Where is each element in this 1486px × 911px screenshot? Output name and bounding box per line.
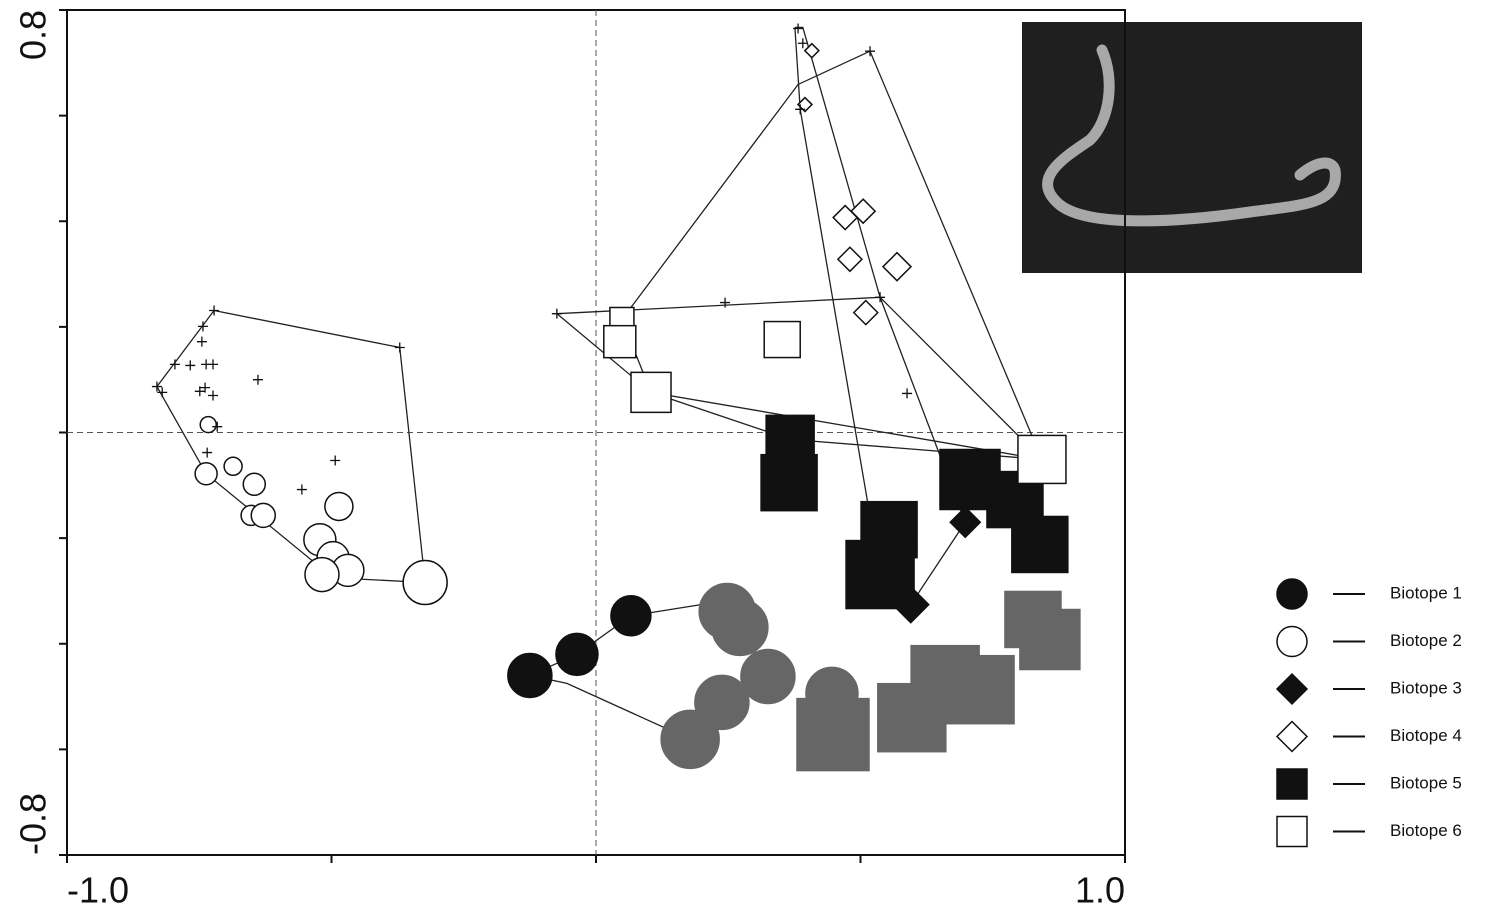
point [1017, 434, 1067, 485]
legend-label: Biotope 2 [1390, 631, 1462, 650]
legend-label: Biotope 1 [1390, 583, 1462, 602]
y-tick-label: 0.8 [13, 10, 54, 60]
point [720, 297, 731, 308]
legend-label: Biotope 3 [1390, 678, 1462, 697]
point [610, 595, 652, 637]
point [803, 42, 820, 59]
point [185, 360, 196, 371]
legend-item: Biotope 6 [1276, 815, 1462, 848]
point [551, 308, 562, 319]
point [836, 246, 863, 273]
group-outline [156, 309, 426, 584]
point [169, 359, 180, 370]
legend-item: Biotope 5 [1276, 768, 1462, 800]
point [202, 447, 213, 458]
point [865, 46, 876, 57]
point [208, 359, 219, 370]
point [763, 320, 801, 359]
group-outline [621, 50, 1044, 461]
legend-label: Biotope 4 [1390, 726, 1462, 745]
point [242, 472, 267, 497]
legend-item: Biotope 2 [1276, 625, 1462, 658]
point [304, 556, 340, 593]
point [945, 654, 1015, 725]
point [197, 321, 208, 332]
legend-swatch [1275, 672, 1309, 706]
point [793, 23, 804, 34]
point [507, 652, 553, 699]
point [877, 682, 947, 753]
point [949, 506, 982, 539]
point [796, 96, 814, 113]
group-outline [794, 26, 966, 606]
legend-swatch [1276, 768, 1308, 800]
point [795, 104, 806, 115]
x-tick-label: 1.0 [1075, 870, 1125, 911]
point [797, 38, 808, 49]
point [157, 387, 168, 398]
legend-swatch [1276, 578, 1308, 610]
point [208, 390, 219, 401]
point [330, 455, 341, 466]
legend-item: Biotope 4 [1275, 720, 1462, 753]
point [252, 374, 263, 385]
point [555, 632, 599, 677]
point [603, 324, 637, 359]
point [1019, 608, 1081, 671]
point [324, 491, 354, 522]
point [875, 292, 886, 303]
point [760, 453, 818, 512]
point [296, 484, 307, 495]
x-tick-label: -1.0 [67, 870, 129, 911]
point [852, 299, 879, 326]
point [845, 539, 915, 610]
point [850, 198, 877, 225]
point [902, 388, 913, 399]
point [1011, 515, 1069, 574]
photo-inset [1022, 22, 1362, 273]
point [711, 598, 769, 657]
point [740, 648, 796, 705]
point [200, 382, 211, 393]
point [402, 559, 448, 606]
point [223, 456, 243, 477]
point [194, 461, 218, 486]
legend: Biotope 1 Biotope 2 Biotope 3 Biotope 4 Biot… [1275, 578, 1462, 848]
point [250, 502, 277, 529]
y-tick-label: -0.8 [13, 793, 54, 855]
point [194, 386, 205, 397]
legend-label: Biotope 6 [1390, 821, 1462, 840]
legend-item: Biotope 3 [1275, 672, 1462, 706]
point [630, 371, 672, 414]
point [209, 305, 220, 316]
legend-swatch [1276, 815, 1308, 848]
point [660, 709, 720, 770]
point [394, 342, 405, 353]
point [881, 251, 913, 282]
point [212, 421, 223, 432]
legend-item: Biotope 1 [1276, 578, 1462, 610]
point [151, 381, 162, 392]
point [196, 336, 207, 347]
legend-swatch [1276, 625, 1308, 658]
legend-label: Biotope 5 [1390, 773, 1462, 792]
point [199, 415, 217, 434]
point [796, 697, 870, 772]
legend-swatch [1275, 720, 1309, 753]
